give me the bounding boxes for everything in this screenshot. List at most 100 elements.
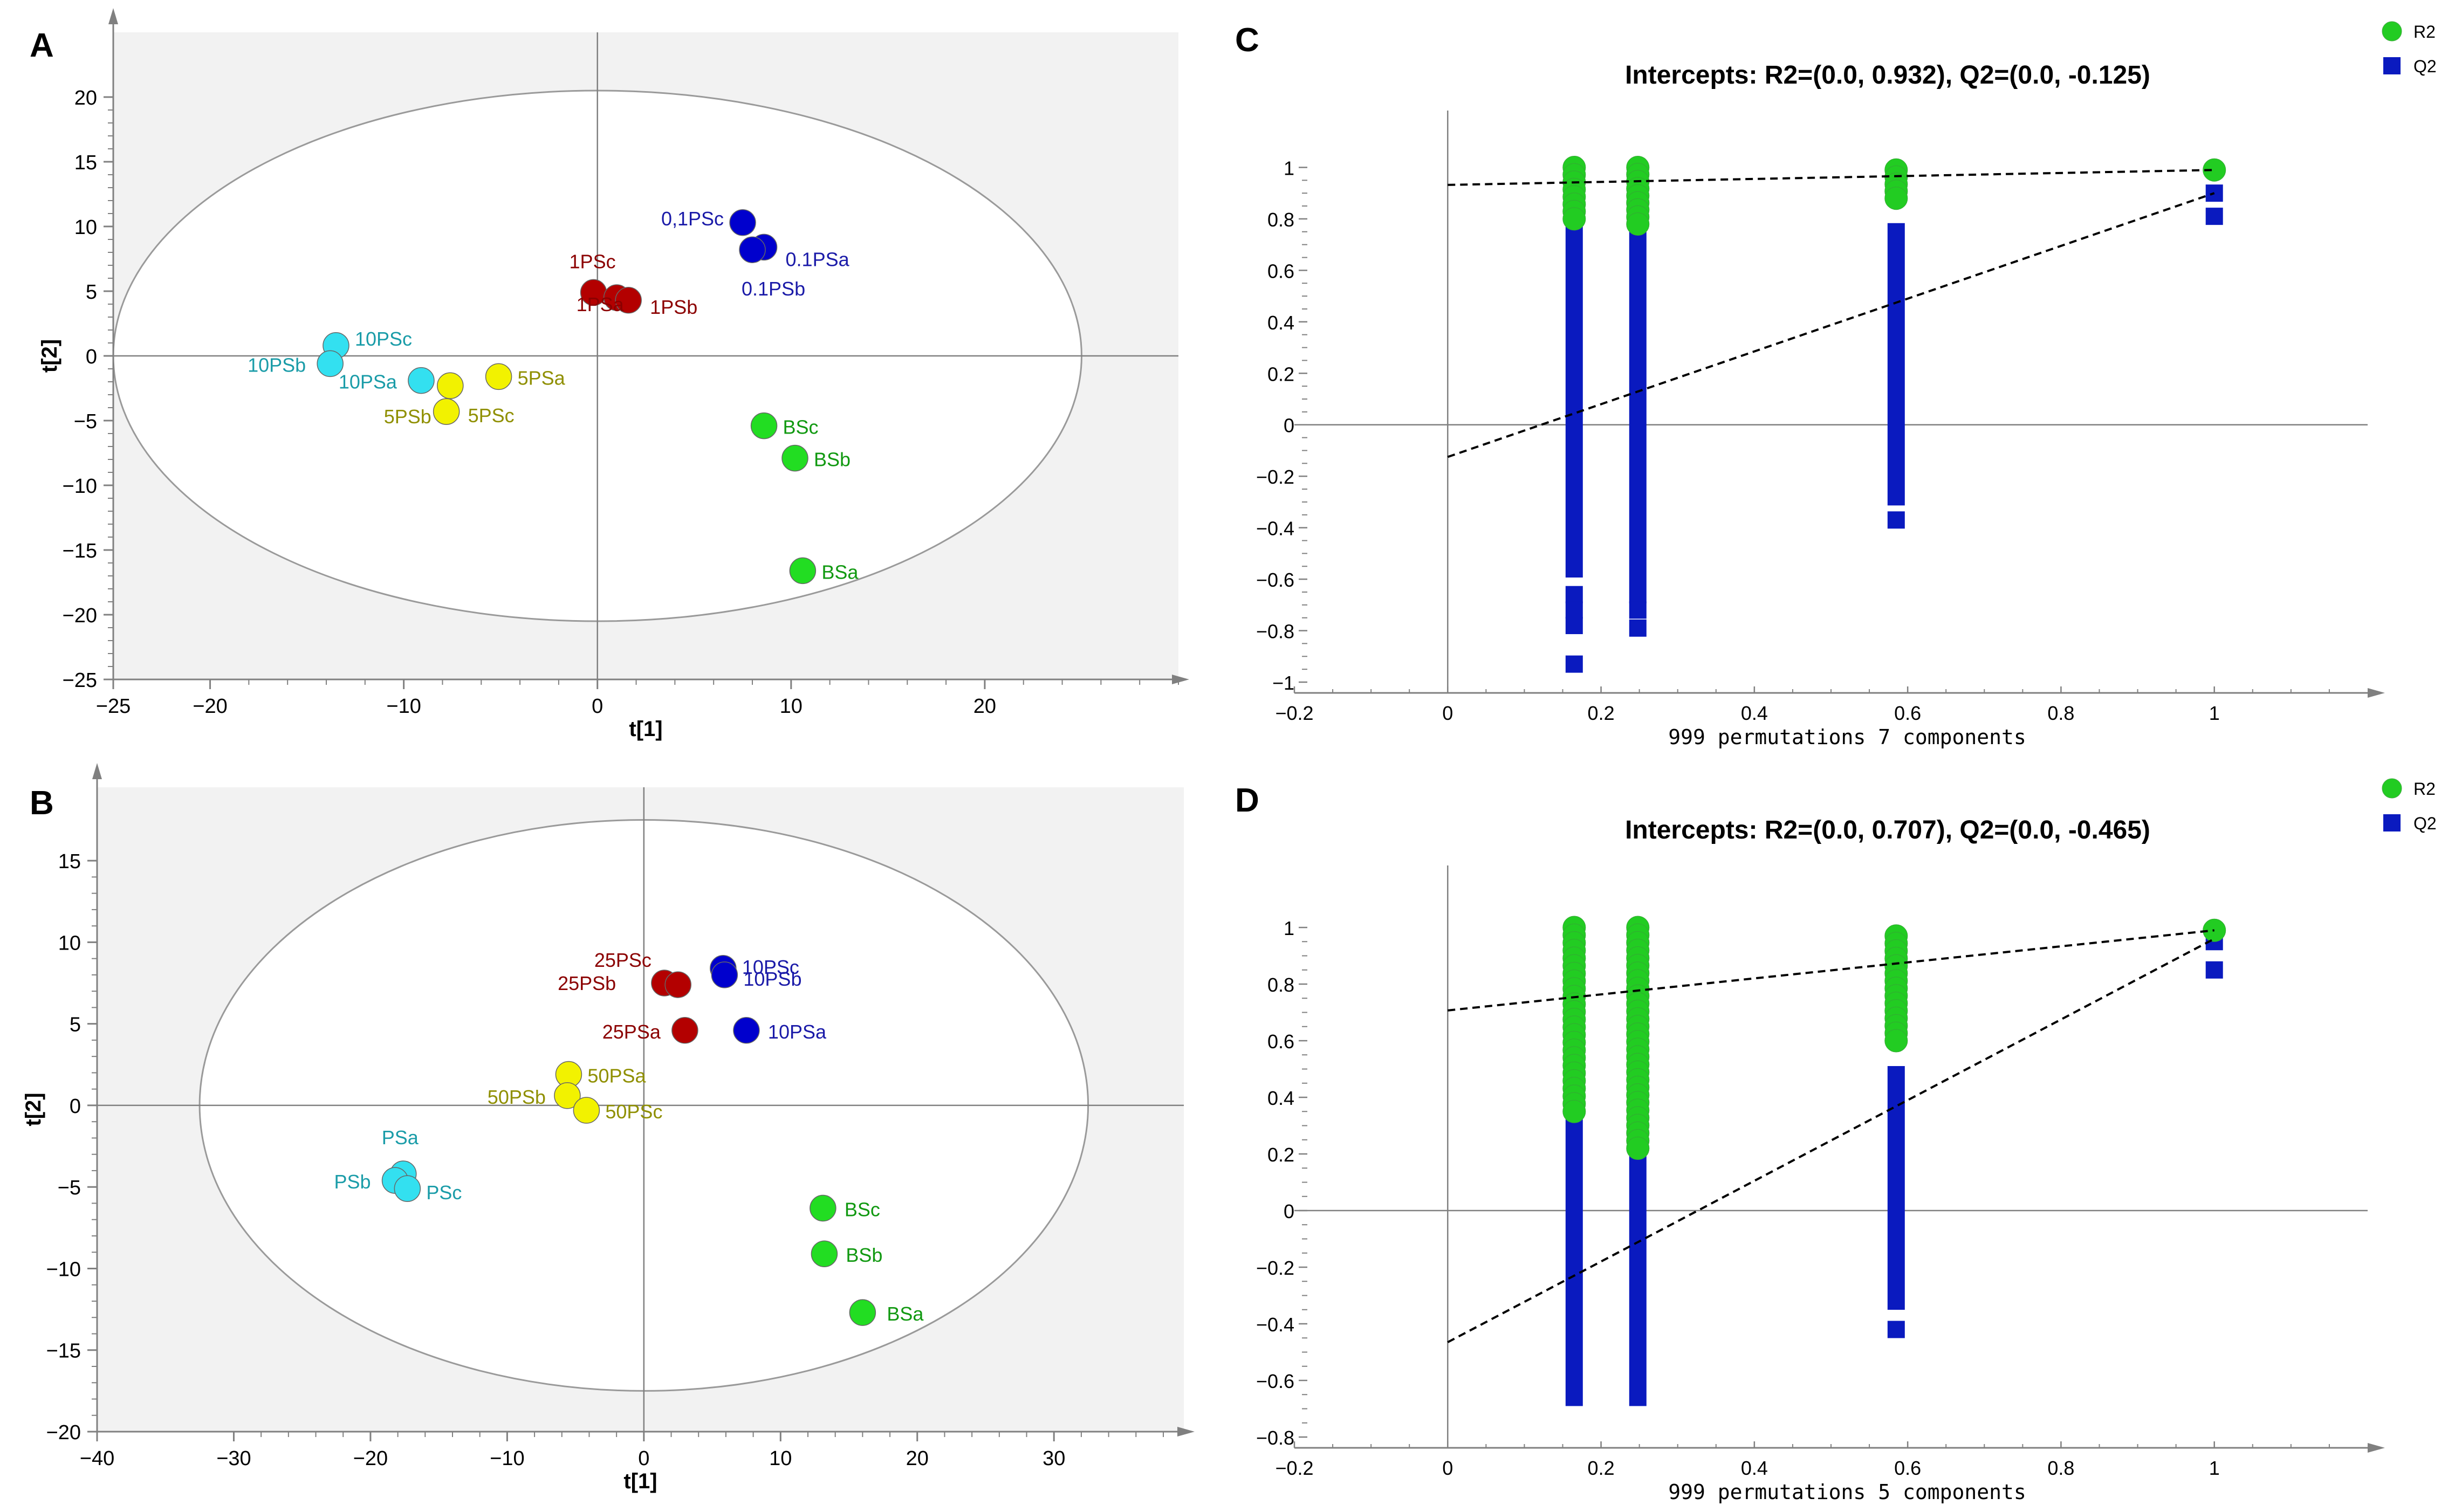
- y-tick-label: 0: [86, 346, 97, 368]
- x-tick-label: 0: [638, 1447, 649, 1470]
- y-tick-label: −15: [63, 540, 97, 562]
- point-label-psb: PSb: [334, 1171, 371, 1193]
- point-10psa: [408, 367, 435, 394]
- y-tick-label: −0.2: [1256, 1257, 1294, 1279]
- point-25psa: [671, 1017, 698, 1044]
- point-10psa: [733, 1017, 760, 1044]
- point-label-10psb: 10PSb: [248, 354, 306, 376]
- x-tick-label: 30: [1043, 1447, 1065, 1470]
- x-tick-label: 0: [1442, 1457, 1453, 1479]
- y-tick-label: 10: [58, 932, 81, 954]
- chart-title: Intercepts: R2=(0.0, 0.932), Q2=(0.0, -0…: [1625, 61, 2150, 90]
- point-label-5psa: 5PSa: [518, 367, 566, 389]
- y-axis-title: t[2]: [22, 1092, 45, 1126]
- x-axis-title: t[1]: [629, 717, 662, 741]
- panel-letter: D: [1235, 782, 1259, 819]
- panel-c: C Intercepts: R2=(0.0, 0.932), Q2=(0.0, -…: [1235, 21, 2437, 749]
- legend-r2-marker: [2382, 778, 2402, 799]
- x-tick-label: 1: [2209, 1457, 2220, 1479]
- point-label-bsc: BSc: [783, 416, 819, 438]
- x-tick-label: −10: [386, 695, 421, 718]
- y-tick-label: 10: [74, 216, 97, 239]
- x-tick-label: 0.4: [1741, 1457, 1768, 1479]
- panel-letter: A: [30, 27, 54, 64]
- x-tick-label: −0.2: [1275, 702, 1313, 724]
- point-5psc: [433, 398, 460, 425]
- r2-point: [1626, 212, 1650, 236]
- chart-title: Intercepts: R2=(0.0, 0.707), Q2=(0.0, -0…: [1625, 816, 2150, 844]
- y-tick-label: −10: [63, 475, 97, 498]
- x-tick-label: 0.4: [1741, 702, 1768, 724]
- q2-regression-line: [1447, 192, 2215, 458]
- score-y-axis-arrow: [108, 8, 118, 24]
- q2-point: [1887, 511, 1905, 529]
- score-x-axis-arrow: [1172, 675, 1189, 684]
- point-label-1psc: 1PSc: [570, 250, 616, 272]
- x-axis-arrow: [2368, 1443, 2385, 1453]
- point-label-bsb: BSb: [814, 449, 851, 471]
- point-label-50psa: 50PSa: [587, 1064, 646, 1087]
- point-label-bsa: BSa: [821, 561, 859, 583]
- x-tick-label: −0.2: [1275, 1457, 1313, 1479]
- point-bsa: [789, 557, 817, 585]
- point-label-10psc: 10PSc: [355, 328, 412, 350]
- point-label-25psa: 25PSa: [602, 1021, 661, 1043]
- x-tick-label: 20: [973, 695, 996, 718]
- q2-actual-point: [2205, 961, 2223, 979]
- point-label-psc: PSc: [426, 1181, 462, 1204]
- y-tick-label: −0.8: [1256, 1427, 1294, 1449]
- y-tick-label: −15: [46, 1340, 81, 1363]
- y-tick-label: 15: [74, 152, 97, 174]
- point-label-1psa: 1PSa: [577, 293, 625, 315]
- q2-actual-point: [2205, 208, 2223, 225]
- point-label-10psc: 10PSc: [742, 956, 799, 978]
- y-tick-label: −0.8: [1256, 621, 1294, 643]
- point-50psc: [573, 1097, 600, 1124]
- y-tick-label: −10: [46, 1258, 81, 1281]
- legend-r2-marker: [2382, 21, 2402, 42]
- x-tick-label: 0.8: [2047, 702, 2074, 724]
- score-y-axis-arrow: [92, 763, 102, 779]
- legend-q2-marker: [2383, 57, 2401, 74]
- point-10psb: [317, 350, 344, 377]
- y-tick-label: 20: [74, 87, 97, 109]
- x-tick-label: 10: [769, 1447, 792, 1470]
- panel-d: D Intercepts: R2=(0.0, 0.707), Q2=(0.0, -…: [1235, 778, 2437, 1504]
- x-axis-title: 999 permutations 7 components: [1668, 725, 2026, 749]
- point-label-psa: PSa: [382, 1126, 419, 1149]
- y-tick-label: 0.2: [1267, 1144, 1294, 1166]
- panel-letter: C: [1235, 22, 1259, 59]
- point-label-0-1psa: 0.1PSa: [786, 248, 850, 270]
- point-bsb: [811, 1240, 838, 1267]
- y-tick-label: 0.8: [1267, 974, 1294, 996]
- y-tick-label: 5: [70, 1014, 81, 1036]
- q2-point: [1629, 619, 1647, 637]
- y-tick-label: 1: [1284, 157, 1294, 179]
- y-tick-label: −20: [63, 604, 97, 627]
- x-tick-label: −10: [490, 1447, 524, 1470]
- point-bsa: [849, 1299, 876, 1326]
- point-label-25psc: 25PSc: [594, 949, 652, 971]
- r2-point: [1562, 207, 1586, 231]
- q2-column-2: [1629, 184, 1647, 603]
- y-tick-label: −20: [46, 1421, 81, 1444]
- q2-point: [1887, 1321, 1905, 1338]
- point-label-25psb: 25PSb: [558, 972, 616, 994]
- point-label-bsb: BSb: [846, 1244, 882, 1266]
- legend-q2-marker: [2383, 814, 2401, 831]
- x-tick-label: 0: [1442, 702, 1453, 724]
- x-tick-label: 0.2: [1588, 702, 1615, 724]
- r2-point: [1884, 1029, 1908, 1053]
- y-tick-label: 1: [1284, 917, 1294, 939]
- q2-point: [1565, 586, 1583, 603]
- y-tick-label: 0.4: [1267, 312, 1294, 334]
- x-tick-label: 0.2: [1588, 1457, 1615, 1479]
- legend-r2-label: R2: [2413, 779, 2436, 799]
- y-tick-label: 0.4: [1267, 1087, 1294, 1109]
- legend-r2-label: R2: [2413, 22, 2436, 42]
- score-x-axis-arrow: [1177, 1427, 1195, 1437]
- r2-regression-line: [1448, 929, 2214, 1012]
- point-label-10psa: 10PSa: [339, 371, 397, 393]
- x-tick-label: 0.6: [1894, 1457, 1921, 1479]
